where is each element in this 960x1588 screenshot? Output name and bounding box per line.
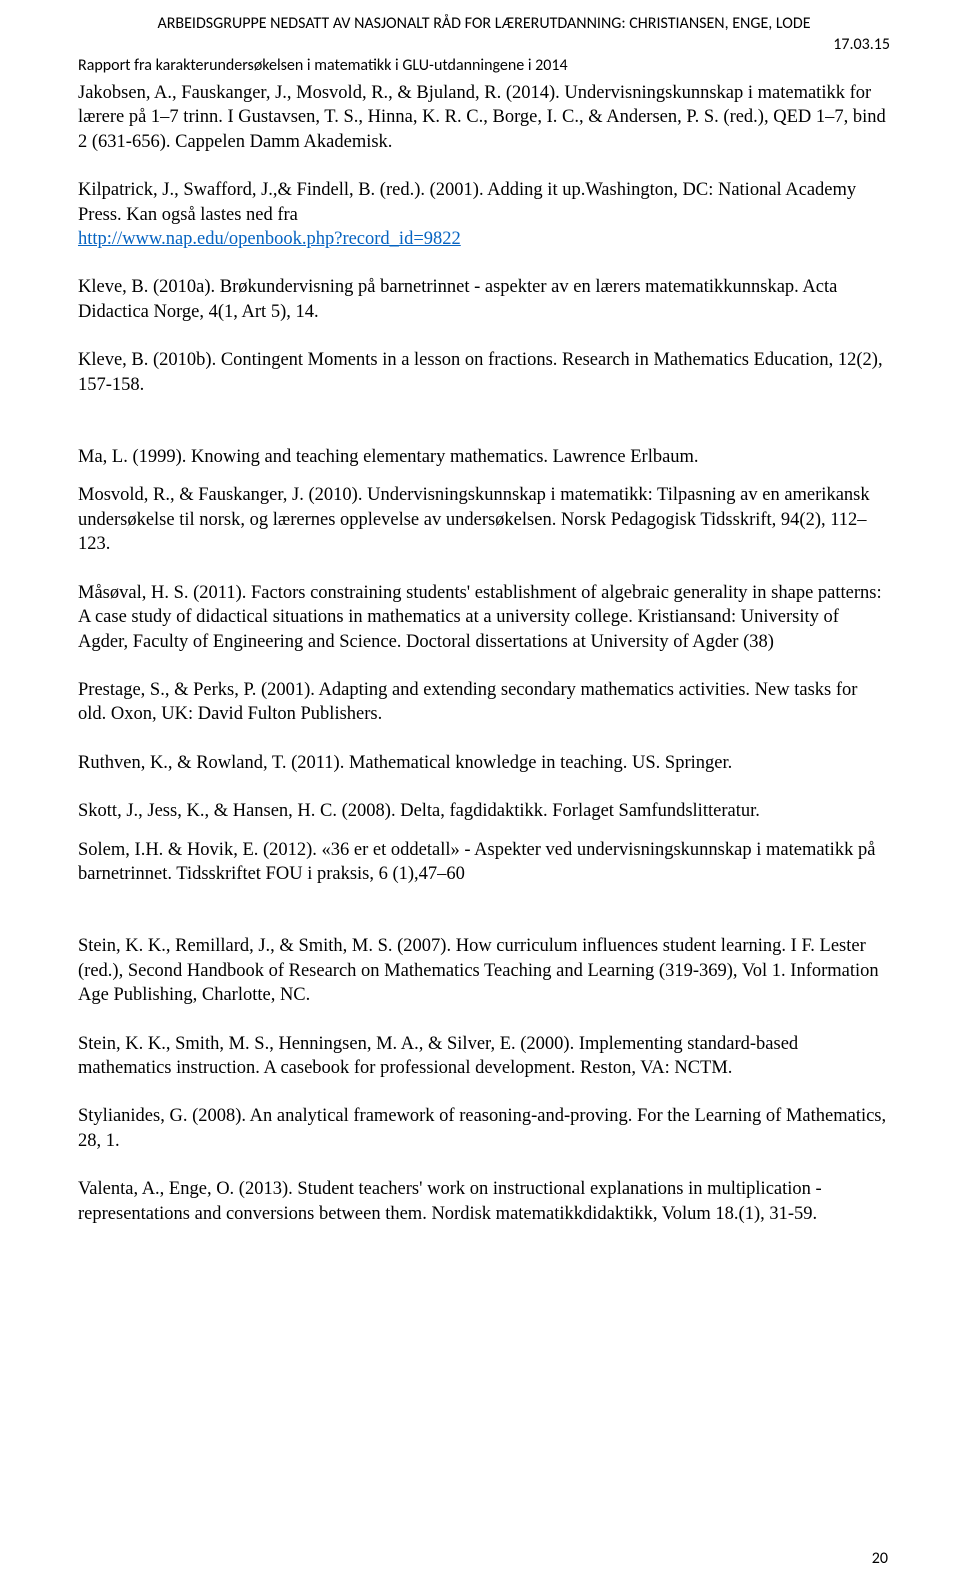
reference-entry: Skott, J., Jess, K., & Hansen, H. C. (20… <box>78 799 890 823</box>
page-number: 20 <box>872 1549 888 1568</box>
reference-entry: Stylianides, G. (2008). An analytical fr… <box>78 1104 890 1153</box>
reference-entry: Stein, K. K., Remillard, J., & Smith, M.… <box>78 934 890 1007</box>
header-title: Rapport fra karakterundersøkelsen i mate… <box>78 56 890 75</box>
header-date: 17.03.15 <box>78 35 890 54</box>
header-authors: ARBEIDSGRUPPE NEDSATT AV NASJONALT RÅD F… <box>78 14 890 33</box>
reference-entry: Prestage, S., & Perks, P. (2001). Adapti… <box>78 678 890 727</box>
reference-entry: Måsøval, H. S. (2011). Factors constrain… <box>78 581 890 654</box>
reference-entry: Ma, L. (1999). Knowing and teaching elem… <box>78 445 890 469</box>
reference-entry: Kilpatrick, J., Swafford, J.,& Findell, … <box>78 178 890 251</box>
reference-text: Kilpatrick, J., Swafford, J.,& Findell, … <box>78 180 856 224</box>
reference-entry: Ruthven, K., & Rowland, T. (2011). Mathe… <box>78 751 890 775</box>
reference-entry: Mosvold, R., & Fauskanger, J. (2010). Un… <box>78 483 890 556</box>
reference-entry: Valenta, A., Enge, O. (2013). Student te… <box>78 1177 890 1226</box>
reference-entry: Jakobsen, A., Fauskanger, J., Mosvold, R… <box>78 81 890 154</box>
reference-entry: Solem, I.H. & Hovik, E. (2012). «36 er e… <box>78 838 890 887</box>
reference-entry: Kleve, B. (2010a). Brøkundervisning på b… <box>78 275 890 324</box>
reference-link[interactable]: http://www.nap.edu/openbook.php?record_i… <box>78 229 461 249</box>
reference-entry: Kleve, B. (2010b). Contingent Moments in… <box>78 348 890 397</box>
document-page: ARBEIDSGRUPPE NEDSATT AV NASJONALT RÅD F… <box>0 0 960 1588</box>
reference-entry: Stein, K. K., Smith, M. S., Henningsen, … <box>78 1032 890 1081</box>
